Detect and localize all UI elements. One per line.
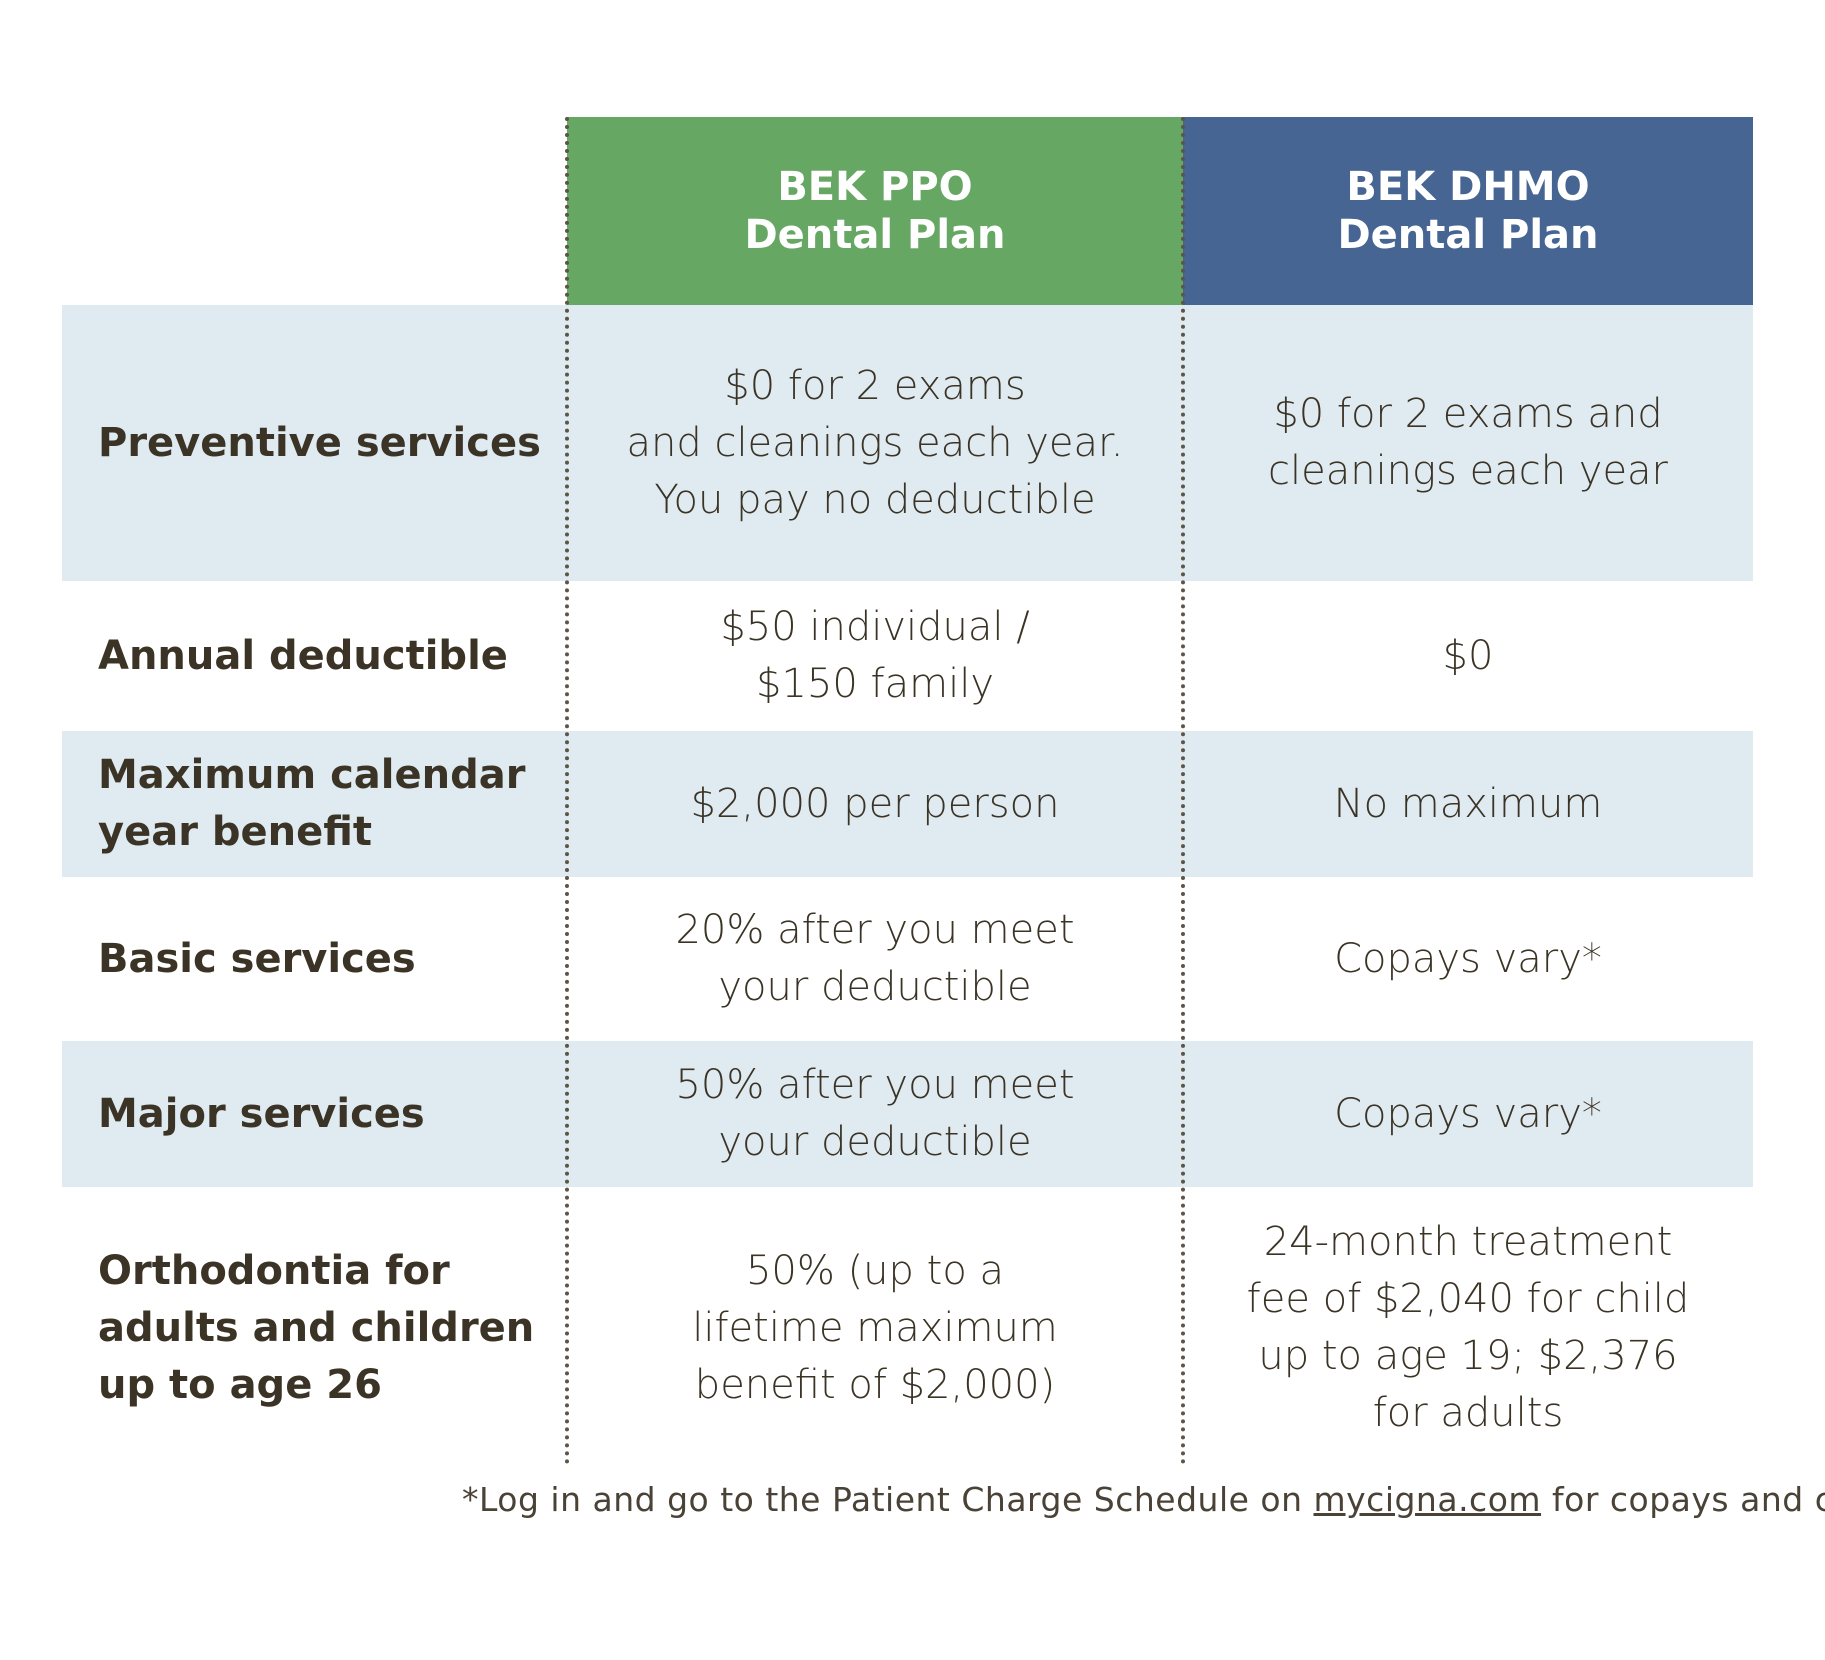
dhmo-plan-subtitle: Dental Plan bbox=[1337, 212, 1599, 258]
ppo-plan-header: BEK PPO Dental Plan bbox=[567, 117, 1183, 305]
dhmo-cell: $0 bbox=[1442, 632, 1494, 679]
table-row-basic-services: Basic services 20% after you meet your d… bbox=[62, 877, 1753, 1041]
table-row-preventive: Preventive services $0 for 2 exams and c… bbox=[62, 305, 1753, 581]
row-label: Preventive services bbox=[98, 419, 541, 466]
table-header-row: BEK PPO Dental Plan BEK DHMO Dental Plan bbox=[62, 117, 1753, 305]
ppo-cell: 20% after you meet your deductible bbox=[675, 907, 1075, 1010]
dhmo-cell: 24-month treatment fee of $2,040 for chi… bbox=[1246, 1219, 1690, 1436]
ppo-cell: $50 individual / $150 family bbox=[720, 604, 1030, 707]
ppo-plan-name: BEK PPO bbox=[777, 164, 973, 210]
ppo-cell: 50% after you meet your deductible bbox=[675, 1062, 1075, 1165]
dhmo-plan-header: BEK DHMO Dental Plan bbox=[1183, 117, 1753, 305]
row-label: Annual deductible bbox=[98, 632, 508, 679]
table-row-major-services: Major services 50% after you meet your d… bbox=[62, 1041, 1753, 1187]
dhmo-cell: Copays vary* bbox=[1334, 935, 1602, 982]
row-label: Major services bbox=[98, 1090, 425, 1137]
row-label: Basic services bbox=[98, 935, 416, 982]
mycigna-link[interactable]: mycigna.com bbox=[1313, 1480, 1542, 1519]
ppo-cell: $0 for 2 exams and cleanings each year. … bbox=[626, 362, 1124, 523]
column-divider-label-ppo bbox=[565, 117, 569, 1465]
ppo-plan-subtitle: Dental Plan bbox=[744, 212, 1006, 258]
row-label: Orthodontia for adults and children up t… bbox=[98, 1247, 535, 1408]
ppo-cell: $2,000 per person bbox=[690, 780, 1060, 827]
dental-plan-comparison-table: BEK PPO Dental Plan BEK DHMO Dental Plan… bbox=[62, 117, 1753, 1469]
table-row-orthodontia: Orthodontia for adults and children up t… bbox=[62, 1187, 1753, 1469]
dhmo-plan-name: BEK DHMO bbox=[1346, 164, 1590, 210]
footnote-text-before: *Log in and go to the Patient Charge Sch… bbox=[462, 1480, 1314, 1519]
table-row-maximum-benefit: Maximum calendar year benefit $2,000 per… bbox=[62, 731, 1753, 877]
dhmo-cell: No maximum bbox=[1333, 780, 1603, 827]
ppo-cell: 50% (up to a lifetime maximum benefit of… bbox=[692, 1247, 1058, 1408]
row-label: Maximum calendar year benefit bbox=[98, 752, 526, 855]
footnote-text-after: for copays and costs. bbox=[1552, 1480, 1825, 1519]
column-divider-ppo-dhmo bbox=[1181, 117, 1185, 1465]
footnote: *Log in and go to the Patient Charge Sch… bbox=[462, 1480, 1825, 1519]
dhmo-cell: $0 for 2 exams and cleanings each year bbox=[1267, 391, 1669, 494]
table-row-annual-deductible: Annual deductible $50 individual / $150 … bbox=[62, 581, 1753, 731]
dhmo-cell: Copays vary* bbox=[1334, 1090, 1602, 1137]
